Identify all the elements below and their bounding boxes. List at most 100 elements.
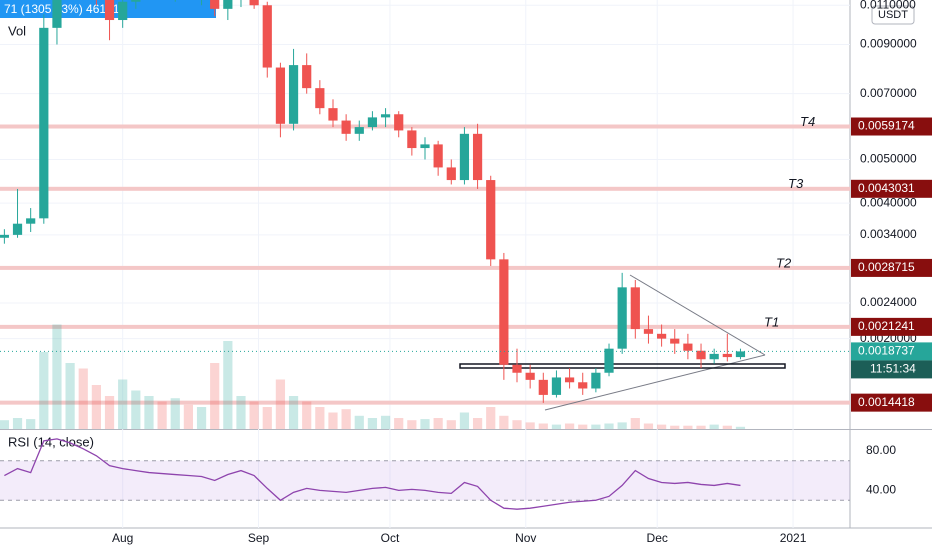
candle-body [223,0,233,9]
candle-body [525,372,535,380]
level-line [0,265,850,270]
level-tag-bg [851,258,932,277]
volume-bar [131,390,141,429]
x-tick-label: Dec [647,531,668,545]
volume-bar [249,401,259,429]
volume-bar [302,401,312,429]
candle-body [12,223,23,235]
candle-body [407,130,417,149]
volume-bar [486,407,496,429]
volume-bar [617,422,627,429]
candles [0,0,746,403]
volume-bar [223,341,233,429]
candle-body [39,27,49,219]
support-box [459,363,786,369]
candle-body [656,333,667,339]
candle-body [670,338,680,344]
x-tick-label: 2021 [780,531,807,545]
countdown-bg [851,360,932,379]
candle-body [630,287,640,330]
candle-body [420,144,430,149]
volume-bar [696,425,706,429]
volume-bar [210,363,220,429]
rsi-title: RSI (14, close) [8,434,94,449]
volume-bar [170,398,180,429]
y-tick-label: 0.0040000 [860,195,917,209]
candle-body [380,114,391,118]
level-line [0,186,850,191]
last-price: 0.0018737 [858,344,915,358]
volume-bar [604,423,614,429]
candle-body [551,377,562,395]
volume-bar [420,419,430,429]
countdown: 11:51:34 [870,362,916,376]
candle-body [486,180,496,260]
candle-body [104,0,115,21]
x-tick-label: Oct [381,531,400,545]
level-line [0,124,850,129]
volume-bar [104,396,115,429]
volume-bar [354,415,364,429]
candle-body [262,5,272,68]
volume-bar [0,420,9,429]
candle-body [26,218,36,224]
level-tag: T1 [764,314,779,329]
volume-bar [52,324,62,429]
rsi-band [0,460,850,501]
y-tick-label: 0.0024000 [860,295,917,309]
volume-bar [722,425,732,429]
volume-bar [630,418,640,429]
volume-bar [65,363,75,429]
candle-body [735,351,746,358]
volume-bar [288,396,299,429]
volume-bar [709,424,719,429]
candle-body [328,108,338,121]
volume-bar [380,415,391,429]
volume-bar [525,422,535,429]
volume-bar [196,407,207,429]
candle-body [249,0,259,6]
volume-bar [118,379,128,429]
rsi-tick-label: 80.00 [866,443,896,457]
candle-body [578,382,588,389]
volume-bar [12,418,23,429]
candle-body [696,350,706,360]
candle-body [52,0,62,28]
x-tick-label: Aug [112,531,133,545]
candle-body [433,144,443,168]
candle-body [617,287,627,349]
candle-body [709,353,719,360]
volume-bar [26,419,36,429]
rsi-line [4,438,741,510]
level-line [0,324,850,329]
volume-bar [367,418,378,429]
volume-bar [670,425,680,429]
candle-body [302,65,312,89]
candle-body [341,120,351,134]
x-tick-label: Nov [515,531,536,545]
volume-bar [459,412,470,429]
candle-body [394,114,404,131]
candle-body [683,343,693,351]
volume-bar [78,368,88,429]
candle-body [288,65,299,124]
volume-bar [538,423,548,429]
volume-bar [591,424,601,429]
volume-bar [275,379,286,429]
candle-body [210,0,220,9]
volume-bar [578,424,588,429]
x-tick-label: Sep [248,531,270,545]
volume-bar [656,424,667,429]
level-tag: T4 [800,114,815,129]
candle-body [722,353,732,358]
volume-bar [315,407,325,429]
volume-bar [472,418,483,429]
level-tag-bg [851,393,932,412]
candle-body [275,67,286,124]
candle-body [367,117,378,128]
volume-bar [407,420,417,429]
volume-bar [512,420,522,429]
candle-body [643,329,654,334]
volume-bar [236,396,246,429]
